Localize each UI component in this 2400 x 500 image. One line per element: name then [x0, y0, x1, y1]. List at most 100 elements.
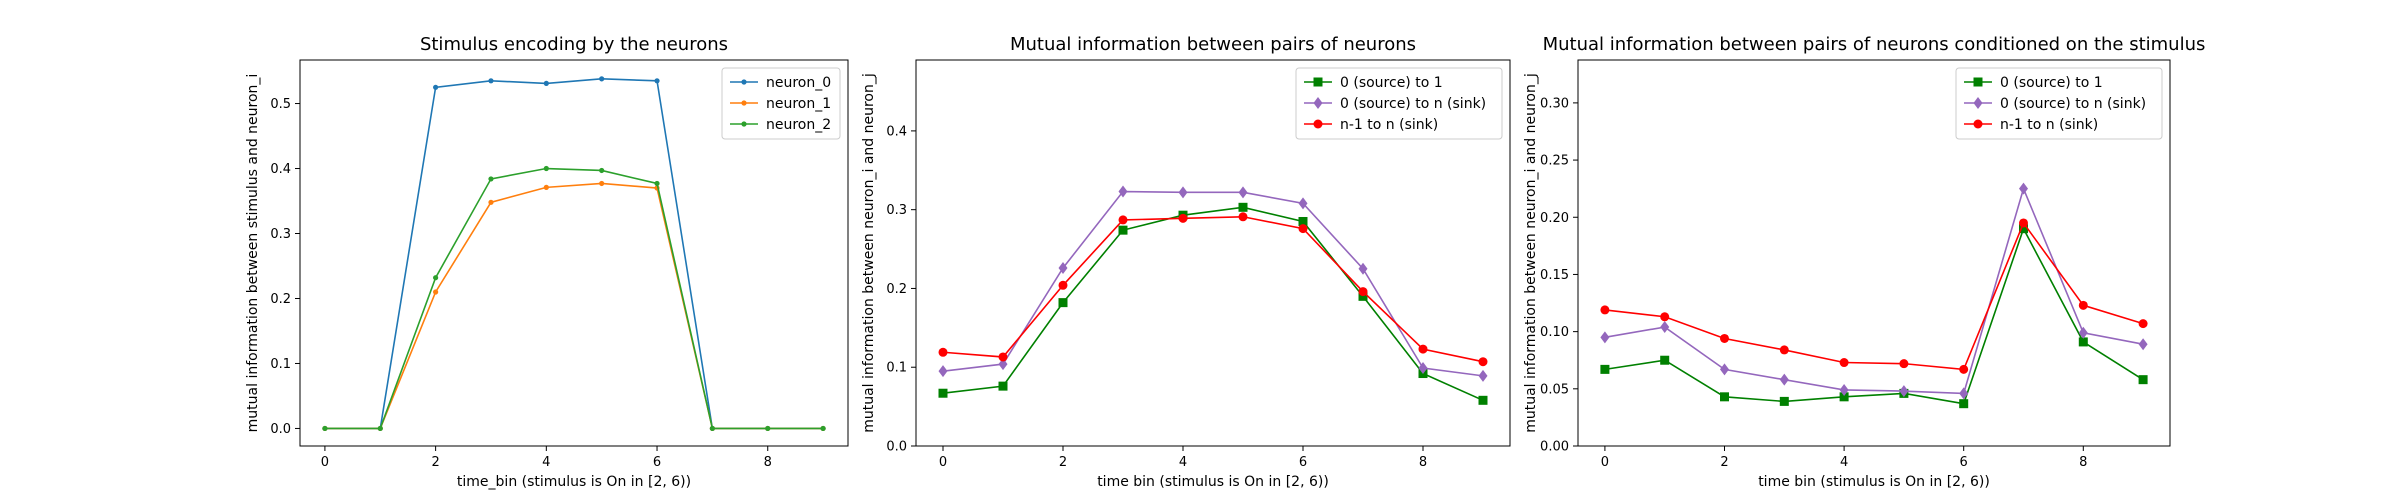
data-point-s2-6 — [654, 180, 660, 187]
legend: neuron_0 neuron_1 neuron_2 — [721, 67, 841, 140]
data-point-s2-5 — [599, 167, 605, 174]
axes-frame — [299, 59, 849, 447]
x-tick-label: 4 — [1179, 455, 1187, 470]
legend-label: neuron_0 — [766, 75, 831, 91]
data-point-s2-7 — [709, 425, 715, 432]
legend-label: 0 (source) to 1 — [1340, 75, 1443, 91]
legend-label: n-1 to n (sink) — [2000, 117, 2098, 133]
axes-frame — [915, 59, 1511, 447]
y-tick-label: 0.4 — [270, 162, 291, 177]
y-tick-label: 0.0 — [886, 440, 907, 455]
legend-label: n-1 to n (sink) — [1340, 117, 1438, 133]
data-point-s2-1 — [998, 352, 1008, 362]
y-axis-label: mutual information between stimulus and … — [245, 74, 261, 433]
chart-conditional-mutual-information: Mutual information between pairs of neur… — [1523, 34, 2205, 490]
data-point-s0-1 — [998, 381, 1008, 391]
data-point-s2-2 — [1720, 333, 1730, 343]
data-point-s1-7 — [2018, 182, 2028, 195]
y-tick-label: 0.1 — [886, 361, 907, 376]
data-point-s2-6 — [1959, 364, 1969, 374]
data-point-s2-2 — [433, 275, 439, 281]
x-tick-label: 2 — [1720, 455, 1728, 470]
x-tick-label: 2 — [1059, 455, 1067, 470]
data-point-s1-8 — [1418, 362, 1428, 375]
legend-marker-0 — [741, 79, 747, 85]
data-point-s2-6 — [1298, 224, 1308, 234]
series-line-0 — [1604, 226, 2144, 405]
y-tick-label: 0.4 — [886, 124, 907, 139]
x-tick-label: 8 — [2079, 455, 2087, 470]
data-point-s1-4 — [543, 184, 549, 190]
data-point-s2-5 — [1238, 212, 1248, 222]
data-point-s0-3 — [488, 78, 494, 84]
y-tick-label: 0.30 — [1540, 96, 1569, 111]
x-tick-label: 4 — [1840, 455, 1848, 470]
data-point-s1-3 — [1118, 185, 1128, 198]
data-point-s2-4 — [1178, 213, 1188, 223]
data-point-s2-1 — [377, 425, 383, 432]
data-point-s1-2 — [433, 289, 439, 295]
plot-area: 0 2 4 6 8 0.0 0.1 0.2 0.3 0.4 0.5 — [270, 59, 849, 470]
x-tick-label: 0 — [939, 455, 947, 470]
y-tick-label: 0.2 — [270, 292, 291, 307]
data-point-s2-2 — [1058, 280, 1068, 290]
legend-marker-1 — [1313, 97, 1323, 109]
series-line-1 — [942, 190, 1484, 377]
legend-box — [1955, 67, 2163, 140]
x-tick-label: 0 — [1601, 455, 1609, 470]
data-point-s2-0 — [1600, 305, 1610, 315]
legend-marker-2 — [741, 121, 747, 127]
legend-label: 0 (source) to n (sink) — [2000, 96, 2146, 112]
data-point-s0-6 — [1298, 216, 1308, 226]
data-point-s0-4 — [543, 80, 549, 86]
x-tick-label: 6 — [1299, 455, 1307, 470]
data-point-s1-8 — [2078, 326, 2088, 339]
plot-area: 0 2 4 6 8 0.00 0.05 0.10 0.15 0.20 0.25 0.30 — [1540, 59, 2171, 470]
data-point-s1-0 — [1600, 331, 1610, 344]
data-point-s2-0 — [322, 425, 328, 432]
chart-title: Mutual information between pairs of neur… — [1010, 34, 1416, 55]
data-point-s1-6 — [1298, 197, 1308, 210]
y-tick-label: 0.00 — [1540, 440, 1569, 455]
series-line-2 — [1604, 221, 2144, 371]
data-point-s0-7 — [2018, 224, 2028, 234]
x-tick-label: 0 — [321, 455, 329, 470]
x-tick-label: 6 — [1960, 455, 1968, 470]
legend-label: 0 (source) to 1 — [2000, 75, 2103, 91]
y-tick-label: 0.1 — [270, 357, 291, 372]
data-point-s2-8 — [1418, 344, 1428, 354]
x-tick-label: 4 — [542, 455, 550, 470]
y-tick-label: 0.25 — [1540, 154, 1569, 169]
data-point-s0-0 — [1600, 364, 1610, 374]
x-axis-label: time bin (stimulus is On in [2, 6)) — [1097, 474, 1329, 490]
series-line-1 — [1604, 186, 2144, 395]
y-tick-label: 0.10 — [1540, 325, 1569, 340]
data-point-s2-9 — [820, 425, 826, 432]
legend-box — [1295, 67, 1503, 140]
y-tick-label: 0.2 — [886, 282, 907, 297]
legend-box — [721, 67, 841, 140]
legend-marker-2 — [1973, 119, 1983, 129]
data-point-s1-4 — [1178, 186, 1188, 199]
chart-title: Mutual information between pairs of neur… — [1543, 34, 2206, 55]
data-point-s0-9 — [2138, 375, 2148, 385]
y-tick-label: 0.20 — [1540, 211, 1569, 226]
series-line-0 — [942, 206, 1484, 402]
data-point-s2-1 — [1660, 312, 1670, 322]
data-point-s2-8 — [2078, 300, 2088, 310]
y-tick-label: 0.0 — [270, 422, 291, 437]
data-point-s1-3 — [488, 199, 494, 205]
x-axis-label: time bin (stimulus is On in [2, 6)) — [1758, 474, 1990, 490]
legend-marker-0 — [1973, 77, 1983, 87]
data-point-s0-6 — [654, 78, 660, 84]
y-tick-label: 0.5 — [270, 97, 291, 112]
data-point-s1-6 — [1959, 387, 1969, 400]
data-point-s0-4 — [1839, 392, 1849, 402]
axes-frame — [1577, 59, 2171, 447]
y-axis-label: mutual information between neuron_i and … — [861, 73, 877, 433]
x-tick-label: 2 — [431, 455, 439, 470]
data-point-s0-1 — [1660, 355, 1670, 365]
data-point-s1-5 — [599, 180, 605, 187]
data-point-s0-6 — [1959, 399, 1969, 409]
